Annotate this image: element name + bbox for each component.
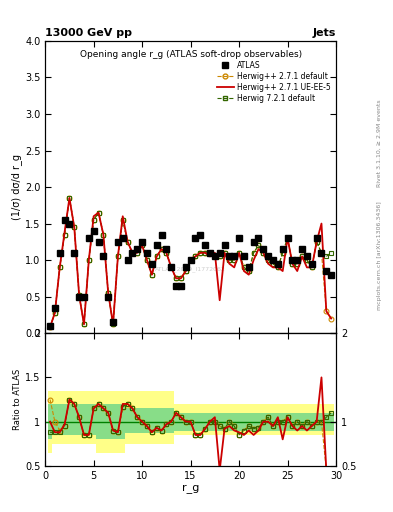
Herwig++ 2.7.1 default <box>48 324 52 330</box>
Herwig++ 2.7.1 default <box>96 209 101 216</box>
Text: ATLAS_2019_I1772062: ATLAS_2019_I1772062 <box>155 266 226 272</box>
Herwig 7.2.1 default <box>96 209 101 216</box>
ATLAS <box>198 231 203 238</box>
ATLAS <box>82 293 86 300</box>
Line: Herwig 7.2.1 default: Herwig 7.2.1 default <box>48 196 334 330</box>
Herwig++ 2.7.1 UE-EE-5 <box>125 239 130 245</box>
Herwig++ 2.7.1 UE-EE-5 <box>96 209 101 216</box>
Herwig++ 2.7.1 default <box>67 195 72 201</box>
Herwig++ 2.7.1 UE-EE-5 <box>67 195 72 201</box>
ATLAS <box>48 323 52 329</box>
Herwig++ 2.7.1 UE-EE-5 <box>198 250 203 256</box>
Text: mcplots.cern.ch [arXiv:1306.3436]: mcplots.cern.ch [arXiv:1306.3436] <box>377 202 382 310</box>
Text: Jets: Jets <box>313 28 336 38</box>
Herwig++ 2.7.1 default <box>329 315 334 322</box>
Herwig 7.2.1 default <box>256 242 261 248</box>
Herwig++ 2.7.1 default <box>198 250 203 256</box>
ATLAS <box>57 250 62 256</box>
Herwig 7.2.1 default <box>82 322 86 328</box>
Herwig++ 2.7.1 default <box>57 264 62 270</box>
Line: ATLAS: ATLAS <box>47 217 334 329</box>
Herwig 7.2.1 default <box>198 250 203 256</box>
Text: Opening angle r_g (ATLAS soft-drop observables): Opening angle r_g (ATLAS soft-drop obser… <box>79 50 302 59</box>
Text: Rivet 3.1.10, ≥ 2.9M events: Rivet 3.1.10, ≥ 2.9M events <box>377 99 382 187</box>
Y-axis label: Ratio to ATLAS: Ratio to ATLAS <box>13 369 22 430</box>
Herwig++ 2.7.1 UE-EE-5 <box>57 264 62 270</box>
Herwig++ 2.7.1 UE-EE-5 <box>48 324 52 330</box>
Herwig 7.2.1 default <box>48 324 52 330</box>
Herwig++ 2.7.1 UE-EE-5 <box>82 322 86 328</box>
Line: Herwig++ 2.7.1 UE-EE-5: Herwig++ 2.7.1 UE-EE-5 <box>50 198 331 327</box>
Y-axis label: (1/σ) dσ/d r_g: (1/σ) dσ/d r_g <box>11 154 22 220</box>
Herwig++ 2.7.1 UE-EE-5 <box>329 315 334 322</box>
Herwig++ 2.7.1 UE-EE-5 <box>256 246 261 252</box>
Herwig++ 2.7.1 default <box>256 242 261 248</box>
Herwig 7.2.1 default <box>125 239 130 245</box>
ATLAS <box>62 217 67 223</box>
Legend: ATLAS, Herwig++ 2.7.1 default, Herwig++ 2.7.1 UE-EE-5, Herwig 7.2.1 default: ATLAS, Herwig++ 2.7.1 default, Herwig++ … <box>215 59 332 104</box>
Herwig++ 2.7.1 default <box>82 322 86 328</box>
Herwig 7.2.1 default <box>329 250 334 256</box>
X-axis label: r_g: r_g <box>182 483 199 494</box>
Herwig 7.2.1 default <box>57 264 62 270</box>
Line: Herwig++ 2.7.1 default: Herwig++ 2.7.1 default <box>48 196 334 330</box>
ATLAS <box>96 239 101 245</box>
Herwig 7.2.1 default <box>67 195 72 201</box>
Text: 13000 GeV pp: 13000 GeV pp <box>45 28 132 38</box>
Herwig++ 2.7.1 default <box>125 239 130 245</box>
ATLAS <box>256 235 261 241</box>
ATLAS <box>125 257 130 263</box>
ATLAS <box>329 271 334 278</box>
